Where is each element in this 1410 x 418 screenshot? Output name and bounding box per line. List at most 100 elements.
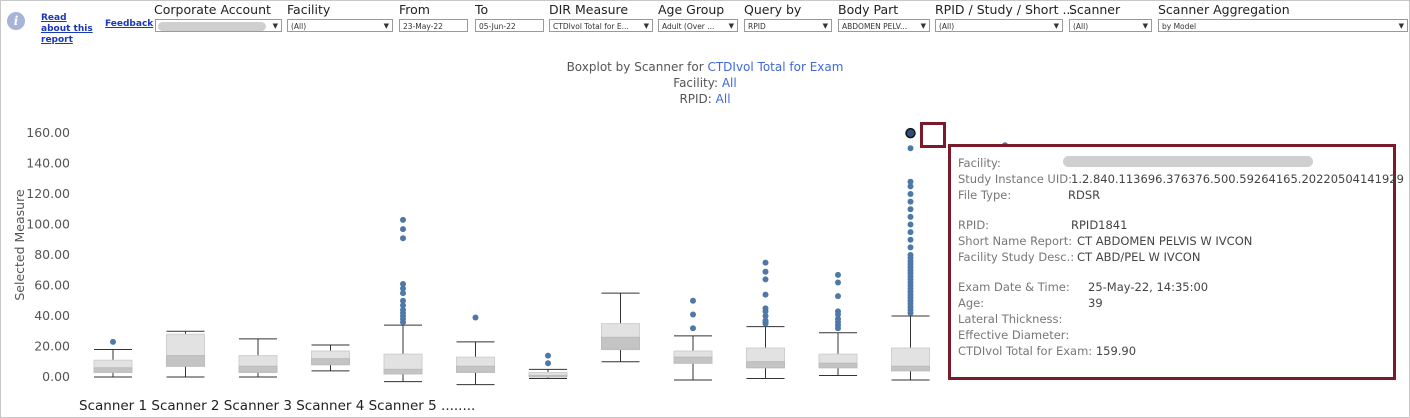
outlier-point[interactable] — [835, 271, 841, 278]
corporate-account-select[interactable]: ▼ — [155, 19, 282, 32]
feedback-link[interactable]: Feedback — [105, 19, 154, 29]
to-label: To — [475, 2, 489, 17]
y-tick-label: 120.00 — [26, 186, 70, 201]
tooltip-facdesc-label: Facility Study Desc.: — [958, 250, 1075, 264]
facility-select[interactable]: (All) ▼ — [287, 19, 393, 32]
outlier-point[interactable] — [400, 306, 406, 313]
tooltip-examdate-label: Exam Date & Time: — [958, 280, 1070, 294]
chevron-down-icon: ▼ — [1142, 22, 1148, 30]
box-7[interactable] — [528, 352, 568, 380]
outlier-point[interactable] — [110, 338, 116, 345]
box-4[interactable] — [311, 344, 350, 372]
outlier-point[interactable] — [907, 244, 914, 251]
rpid-study-select[interactable]: (All) ▼ — [935, 19, 1063, 32]
scanner-aggregation-label: Scanner Aggregation — [1158, 2, 1290, 17]
outlier-point[interactable] — [400, 285, 406, 292]
outlier-point[interactable] — [762, 305, 769, 312]
outlier-point[interactable] — [400, 290, 406, 297]
age-group-select[interactable]: Adult (Over ... ▼ — [658, 19, 738, 32]
scanner-aggregation-select[interactable]: by Model ▼ — [1158, 19, 1408, 32]
info-icon[interactable]: i — [7, 12, 25, 30]
outlier-point[interactable] — [400, 226, 406, 233]
box-8[interactable] — [601, 292, 640, 363]
to-date-input[interactable]: 05-Jun-22 — [475, 19, 544, 32]
outlier-point[interactable] — [907, 213, 914, 220]
y-tick-label: 0.00 — [42, 369, 70, 384]
outlier-point[interactable] — [400, 280, 406, 287]
body-part-select[interactable]: ABDOMEN PELV... ▼ — [838, 19, 930, 32]
chevron-down-icon: ▼ — [1053, 22, 1059, 30]
box-lower — [673, 356, 713, 364]
dir-measure-label: DIR Measure — [549, 2, 629, 17]
scanner-label: Scanner — [1069, 2, 1121, 17]
outlier-point[interactable] — [835, 279, 841, 286]
outlier-point[interactable] — [762, 268, 769, 275]
outlier-point[interactable] — [835, 308, 841, 315]
outlier-point[interactable] — [762, 276, 769, 283]
box-upper — [311, 350, 350, 360]
redacted-facility — [1063, 156, 1313, 167]
box-10[interactable] — [746, 259, 785, 380]
outlier-point[interactable] — [400, 297, 406, 304]
outlier-point[interactable] — [690, 311, 696, 318]
highlighted-outlier-point[interactable] — [905, 127, 916, 139]
tooltip-shortname-label: Short Name Report: — [958, 234, 1073, 248]
box-11[interactable] — [818, 271, 858, 376]
outlier-point[interactable] — [762, 317, 769, 324]
outlier-point[interactable] — [762, 259, 769, 266]
tooltip-examdate-value: 25-May-22, 14:35:00 — [1088, 280, 1209, 294]
box-6[interactable] — [456, 314, 495, 386]
outlier-point[interactable] — [400, 235, 406, 242]
outlier-point[interactable] — [690, 325, 696, 332]
box-12[interactable] — [891, 127, 930, 381]
box-lower — [746, 361, 785, 369]
outlier-point[interactable] — [545, 360, 551, 367]
tooltip-filetype-value: RDSR — [1068, 188, 1101, 202]
tooltip-effdiam-label: Effective Diameter: — [958, 328, 1070, 342]
scanner-select[interactable]: (All) ▼ — [1069, 19, 1152, 32]
outlier-point[interactable] — [907, 221, 914, 228]
outlier-point[interactable] — [762, 313, 769, 319]
outlier-point[interactable] — [907, 191, 914, 197]
box-lower — [891, 365, 930, 372]
chevron-down-icon: ▼ — [920, 22, 926, 30]
box-9[interactable] — [673, 297, 713, 381]
outlier-point[interactable] — [907, 252, 914, 258]
box-upper — [818, 353, 858, 364]
outlier-point[interactable] — [907, 206, 914, 213]
read-about-link[interactable]: Read about this report — [41, 13, 93, 45]
outlier-point[interactable] — [907, 229, 914, 236]
outlier-point[interactable] — [400, 216, 406, 223]
box-3[interactable] — [238, 338, 278, 378]
box-2[interactable] — [166, 330, 205, 378]
outlier-point[interactable] — [545, 352, 551, 359]
outlier-point[interactable] — [907, 178, 914, 185]
box-1[interactable] — [93, 338, 133, 378]
tooltip-ctdi-label: CTDIvol Total for Exam: 159.90 — [958, 344, 1137, 358]
outlier-point[interactable] — [835, 316, 841, 323]
rpid-study-label: RPID / Study / Short ... — [935, 2, 1075, 17]
chevron-down-icon: ▼ — [728, 22, 734, 30]
query-by-select[interactable]: RPID ▼ — [744, 19, 832, 32]
outlier-point[interactable] — [907, 145, 914, 152]
outlier-point[interactable] — [907, 183, 914, 190]
outlier-point[interactable] — [472, 314, 479, 321]
outlier-point[interactable] — [907, 198, 914, 205]
query-by-label: Query by — [744, 2, 802, 17]
box-lower — [601, 336, 640, 351]
tooltip-uid-value: 1.2.840.113696.376376.500.59264165.20220… — [1071, 172, 1404, 186]
box-lower — [93, 367, 133, 373]
box-5[interactable] — [383, 216, 423, 383]
from-date-input[interactable]: 23-May-22 — [399, 19, 468, 32]
facility-label: Facility — [287, 2, 331, 17]
tooltip-rpid-value: RPID1841 — [1071, 218, 1128, 232]
outlier-point[interactable] — [907, 236, 914, 243]
outlier-point[interactable] — [400, 302, 406, 309]
y-axis-label: Selected Measure — [12, 189, 27, 301]
dir-measure-select[interactable]: CTDIvol Total for E... ▼ — [549, 19, 653, 32]
outlier-point[interactable] — [762, 291, 769, 298]
box-lower — [311, 358, 350, 366]
chevron-down-icon: ▼ — [1398, 22, 1404, 30]
outlier-point[interactable] — [690, 297, 696, 304]
outlier-point[interactable] — [835, 293, 841, 300]
